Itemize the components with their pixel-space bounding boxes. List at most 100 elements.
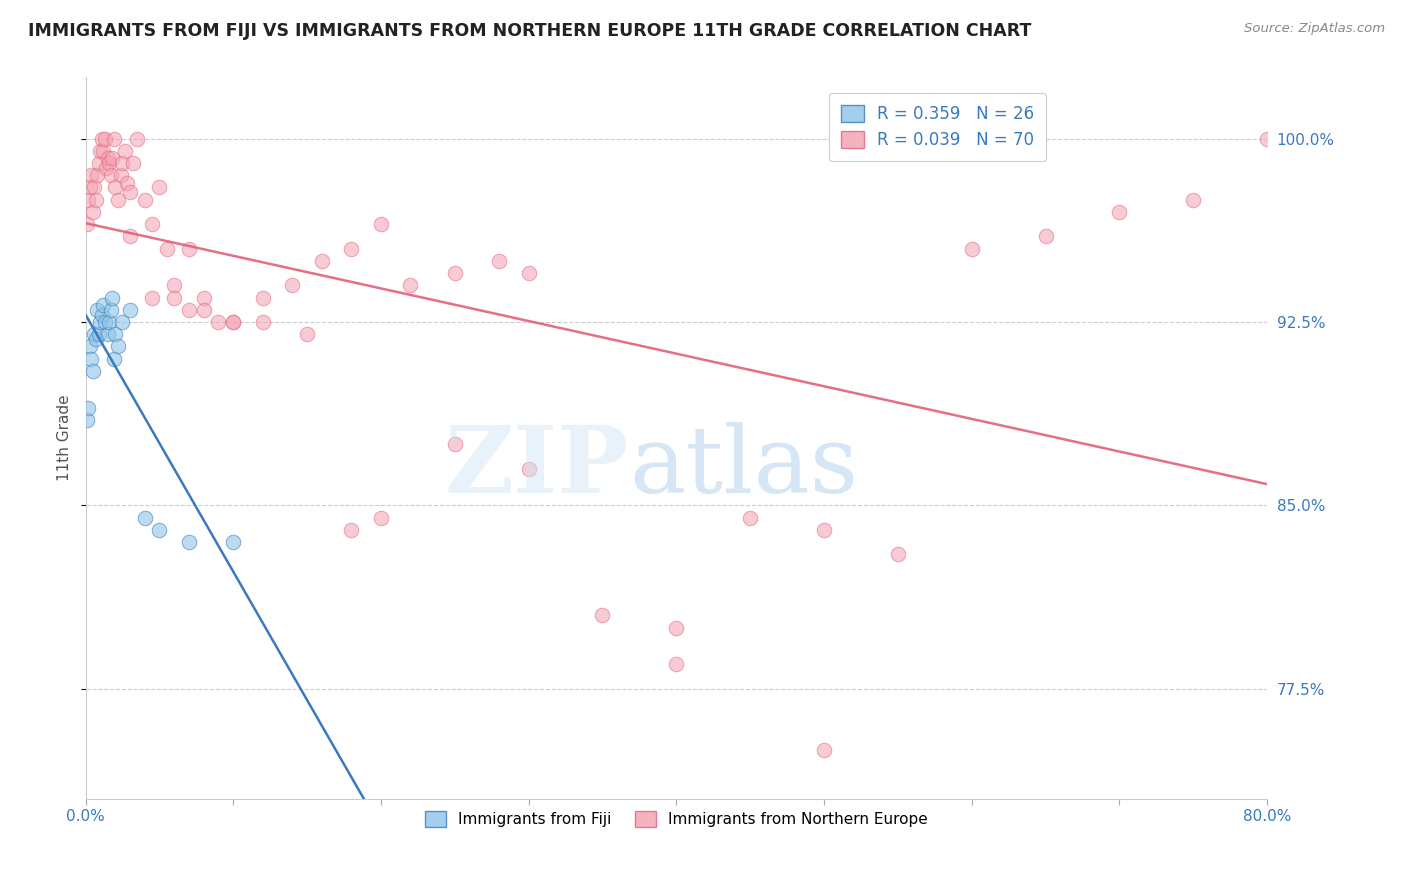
Point <box>98 156 121 170</box>
Point <box>252 291 274 305</box>
Text: IMMIGRANTS FROM FIJI VS IMMIGRANTS FROM NORTHERN EUROPE 11TH GRADE CORRELATION C: IMMIGRANTS FROM FIJI VS IMMIGRANTS FROM … <box>28 22 1032 40</box>
Point <box>399 278 422 293</box>
Point <box>97 327 120 342</box>
Point <box>114 144 136 158</box>
Point <box>104 327 127 342</box>
Point <box>118 186 141 200</box>
Point <box>443 266 465 280</box>
Point <box>80 168 103 182</box>
Point <box>111 156 134 170</box>
Point <box>517 266 540 280</box>
Point <box>127 131 149 145</box>
Point <box>90 131 112 145</box>
Point <box>156 242 179 256</box>
Point <box>77 193 100 207</box>
Point <box>311 253 333 268</box>
Point <box>89 315 111 329</box>
Point <box>110 168 132 182</box>
Point <box>1256 131 1278 145</box>
Point <box>83 180 105 194</box>
Point <box>87 156 110 170</box>
Text: ZIP: ZIP <box>444 422 628 512</box>
Point <box>101 151 124 165</box>
Point <box>134 193 156 207</box>
Point <box>207 315 229 329</box>
Point <box>177 535 200 549</box>
Point <box>665 621 688 635</box>
Point <box>91 144 114 158</box>
Point <box>89 144 111 158</box>
Point <box>340 523 363 537</box>
Point <box>100 168 122 182</box>
Point <box>118 229 141 244</box>
Point <box>79 339 101 353</box>
Point <box>1182 193 1205 207</box>
Point <box>1108 205 1130 219</box>
Point <box>107 193 129 207</box>
Point <box>370 217 392 231</box>
Point <box>93 131 115 145</box>
Point <box>76 217 98 231</box>
Point <box>148 523 170 537</box>
Point <box>222 535 245 549</box>
Point <box>87 327 110 342</box>
Point <box>960 242 983 256</box>
Point <box>76 413 98 427</box>
Point <box>370 510 392 524</box>
Point <box>84 332 107 346</box>
Y-axis label: 11th Grade: 11th Grade <box>58 395 72 482</box>
Point <box>740 510 762 524</box>
Point <box>295 327 318 342</box>
Point <box>77 401 100 415</box>
Point <box>98 315 121 329</box>
Point <box>340 242 363 256</box>
Point <box>93 315 115 329</box>
Point <box>111 315 134 329</box>
Point <box>103 131 125 145</box>
Point <box>86 168 108 182</box>
Point <box>104 180 127 194</box>
Point <box>96 161 118 175</box>
Point <box>163 291 186 305</box>
Point <box>141 217 163 231</box>
Point <box>252 315 274 329</box>
Point <box>488 253 510 268</box>
Point <box>101 291 124 305</box>
Point <box>222 315 245 329</box>
Point <box>193 302 215 317</box>
Point <box>86 302 108 317</box>
Point <box>887 547 910 561</box>
Point <box>103 351 125 366</box>
Point <box>193 291 215 305</box>
Point <box>80 351 103 366</box>
Point <box>82 205 104 219</box>
Point <box>281 278 304 293</box>
Point <box>83 327 105 342</box>
Point <box>141 291 163 305</box>
Point <box>1035 229 1057 244</box>
Point <box>517 461 540 475</box>
Point <box>163 278 186 293</box>
Point <box>115 176 138 190</box>
Point <box>177 302 200 317</box>
Point <box>177 242 200 256</box>
Point <box>84 193 107 207</box>
Point <box>813 743 835 757</box>
Text: Source: ZipAtlas.com: Source: ZipAtlas.com <box>1244 22 1385 36</box>
Point <box>121 156 143 170</box>
Legend: Immigrants from Fiji, Immigrants from Northern Europe: Immigrants from Fiji, Immigrants from No… <box>418 803 935 835</box>
Text: atlas: atlas <box>628 422 858 512</box>
Point <box>134 510 156 524</box>
Point <box>148 180 170 194</box>
Point <box>97 151 120 165</box>
Point <box>222 315 245 329</box>
Point <box>665 657 688 672</box>
Point <box>91 298 114 312</box>
Point <box>443 437 465 451</box>
Point <box>90 308 112 322</box>
Point <box>813 523 835 537</box>
Point <box>118 302 141 317</box>
Point <box>79 180 101 194</box>
Point <box>107 339 129 353</box>
Point <box>591 608 613 623</box>
